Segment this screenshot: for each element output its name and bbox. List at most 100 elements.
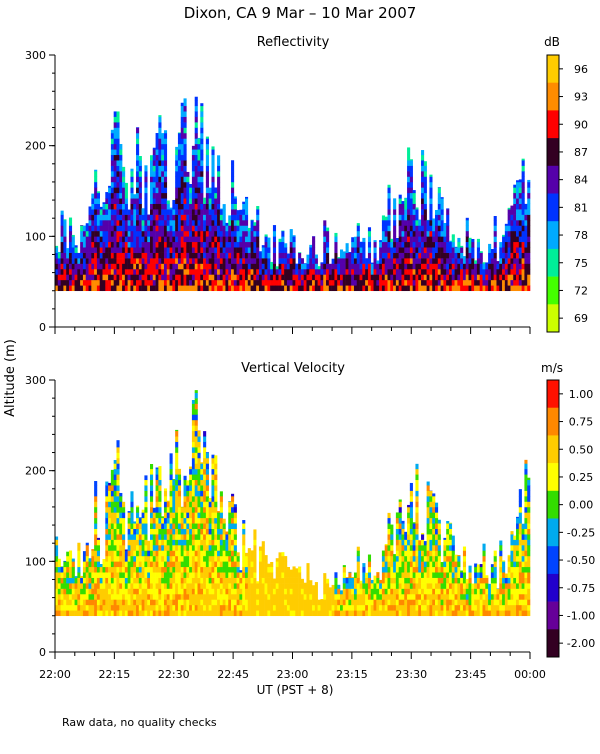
heatmap-cell <box>156 209 159 215</box>
heatmap-cell <box>424 209 427 215</box>
heatmap-cell <box>122 247 125 253</box>
heatmap-cell <box>153 523 156 529</box>
heatmap-cell <box>446 242 449 248</box>
heatmap-cell <box>237 247 240 253</box>
heatmap-cell <box>156 491 159 497</box>
heatmap-cell <box>184 507 187 513</box>
heatmap-cell <box>198 138 201 139</box>
heatmap-cell <box>94 496 97 502</box>
heatmap-cell <box>259 578 262 584</box>
heatmap-cell <box>111 545 114 551</box>
heatmap-cell <box>91 264 94 270</box>
heatmap-cell <box>393 556 396 562</box>
heatmap-cell <box>234 529 237 535</box>
heatmap-cell <box>399 534 402 540</box>
heatmap-cell <box>130 231 133 237</box>
heatmap-cell <box>407 253 410 259</box>
colorbar-tick-label: 93 <box>574 91 588 104</box>
heatmap-cell <box>415 507 418 513</box>
heatmap-cell <box>421 550 424 556</box>
heatmap-cell <box>415 209 418 215</box>
heatmap-cell <box>360 269 363 275</box>
heatmap-cell <box>116 567 119 573</box>
heatmap-cell <box>502 235 505 237</box>
heatmap-cell <box>362 242 365 248</box>
heatmap-cell <box>245 253 248 259</box>
heatmap-cell <box>251 242 254 248</box>
heatmap-cell <box>195 209 198 215</box>
heatmap-cell <box>209 594 212 600</box>
heatmap-cell <box>399 507 402 513</box>
heatmap-cell <box>379 269 382 275</box>
heatmap-cell <box>527 264 530 270</box>
heatmap-cell <box>209 269 212 275</box>
heatmap-cell <box>77 578 80 584</box>
heatmap-cell <box>161 599 164 605</box>
heatmap-cell <box>172 480 175 486</box>
heatmap-cell <box>125 561 128 567</box>
heatmap-cell <box>200 236 203 242</box>
heatmap-cell <box>181 144 184 150</box>
heatmap-cell <box>519 187 522 193</box>
heatmap-cell <box>265 567 268 573</box>
heatmap-cell <box>415 464 418 469</box>
heatmap-cell <box>401 258 404 264</box>
heatmap-cell <box>295 269 298 275</box>
heatmap-cell <box>161 176 164 182</box>
heatmap-cell <box>421 589 424 595</box>
heatmap-cell <box>172 253 175 259</box>
heatmap-cell <box>337 269 340 275</box>
heatmap-cell <box>432 218 435 220</box>
heatmap-cell <box>404 610 407 616</box>
heatmap-cell <box>158 144 161 150</box>
heatmap-cell <box>276 567 279 573</box>
heatmap-cell <box>139 572 142 578</box>
heatmap-cell <box>508 208 511 210</box>
heatmap-cell <box>97 191 100 193</box>
heatmap-cell <box>206 182 209 188</box>
heatmap-cell <box>253 222 256 226</box>
heatmap-cell <box>75 594 78 600</box>
heatmap-cell <box>184 594 187 600</box>
heatmap-cell <box>97 269 100 275</box>
heatmap-cell <box>485 262 488 263</box>
heatmap-cell <box>175 264 178 270</box>
heatmap-cell <box>58 578 61 584</box>
heatmap-cell <box>259 280 262 286</box>
heatmap-cell <box>80 576 83 578</box>
heatmap-cell <box>181 561 184 567</box>
heatmap-cell <box>234 253 237 259</box>
heatmap-cell <box>189 501 192 507</box>
heatmap-cell <box>122 534 125 540</box>
heatmap-cell <box>97 285 100 291</box>
heatmap-cell <box>290 610 293 616</box>
heatmap-cell <box>357 280 360 286</box>
heatmap-cell <box>63 236 66 242</box>
heatmap-cell <box>407 505 410 507</box>
heatmap-cell <box>156 599 159 605</box>
heatmap-cell <box>175 274 178 280</box>
heatmap-cell <box>72 247 75 253</box>
heatmap-cell <box>184 198 187 204</box>
heatmap-cell <box>86 572 89 578</box>
heatmap-cell <box>214 285 217 291</box>
colorbar-segment <box>547 249 559 277</box>
heatmap-cell <box>192 400 195 404</box>
heatmap-cell <box>86 269 89 275</box>
heatmap-cell <box>61 242 64 248</box>
heatmap-cell <box>114 247 117 253</box>
heatmap-cell <box>147 605 150 611</box>
heatmap-cell <box>139 160 142 166</box>
heatmap-cell <box>108 264 111 270</box>
heatmap-cell <box>376 589 379 595</box>
heatmap-cell <box>133 578 136 584</box>
heatmap-cell <box>217 578 220 584</box>
heatmap-cell <box>91 204 94 210</box>
heatmap-cell <box>418 578 421 584</box>
heatmap-cell <box>139 567 142 573</box>
heatmap-cell <box>385 217 388 221</box>
heatmap-cell <box>424 242 427 248</box>
heatmap-cell <box>245 264 248 270</box>
heatmap-cell <box>170 253 173 259</box>
